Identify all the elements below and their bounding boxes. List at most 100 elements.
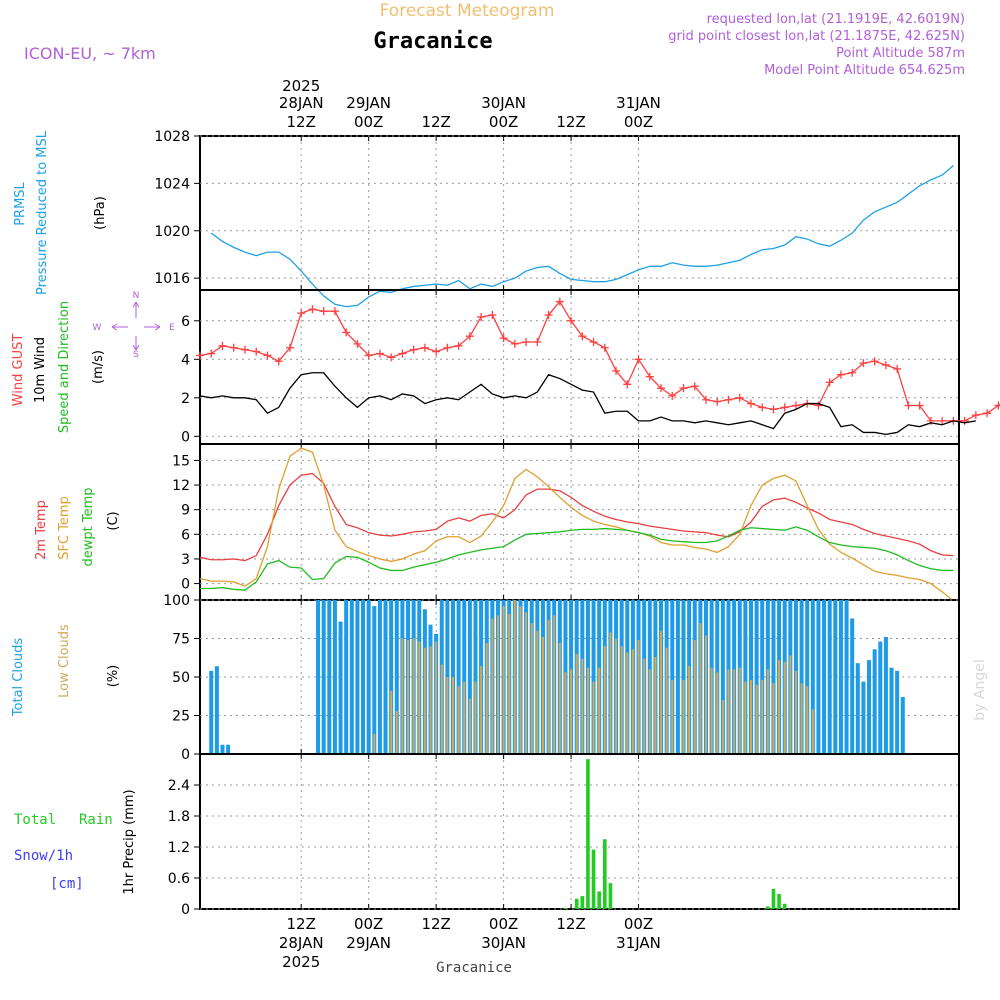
gust-marker	[240, 345, 249, 354]
gust-marker	[791, 401, 800, 410]
total-cloud-bar	[366, 600, 371, 754]
rain-bar	[563, 907, 568, 909]
label-celsius: (C)	[106, 511, 121, 530]
low-cloud-bar	[620, 646, 623, 754]
temperature-ytick-label: 15	[172, 453, 190, 469]
total-cloud-bar	[889, 667, 894, 754]
pressure-labels: PRMSL Pressure Reduced to MSL (hPa)	[13, 130, 108, 295]
gust-marker	[297, 309, 306, 318]
gust-marker	[713, 397, 722, 406]
total-cloud-bar	[361, 600, 366, 754]
total-cloud-bar	[332, 600, 337, 754]
gust-marker	[308, 305, 317, 314]
top-time-label: 00Z	[354, 113, 383, 131]
rain-bar	[782, 903, 787, 909]
total-cloud-bar	[394, 600, 399, 754]
low-cloud-bar	[558, 643, 561, 754]
gust-marker	[994, 401, 1000, 410]
clouds-ytick-label: 75	[172, 632, 190, 648]
bottom-time-label: 12Z	[421, 915, 450, 933]
total-cloud-bar	[681, 600, 686, 754]
panel-temperature: 0 3 6 9 12 15	[172, 443, 960, 602]
low-cloud-bar	[778, 660, 781, 754]
gust-marker	[926, 416, 935, 425]
pressure-ytick-label: 1020	[154, 224, 190, 240]
gust-marker	[668, 391, 677, 400]
rain-bar	[574, 898, 579, 909]
low-cloud-bar	[570, 669, 573, 754]
gust-marker	[263, 351, 272, 360]
low-cloud-bar	[727, 669, 730, 754]
low-cloud-bar	[772, 683, 775, 754]
total-cloud-bar	[872, 649, 877, 754]
low-cloud-bar	[794, 670, 797, 754]
bottom-time-label: 00Z	[624, 915, 653, 933]
low-cloud-bar	[615, 638, 618, 754]
gust-marker	[983, 409, 992, 418]
gust-marker	[589, 337, 598, 346]
gust-marker	[218, 341, 227, 350]
total-cloud-bar	[670, 600, 675, 754]
bottom-time-label: 00Z	[354, 915, 383, 933]
low-cloud-bar	[457, 686, 460, 754]
low-cloud-bar	[800, 683, 803, 754]
temperature-frame	[199, 443, 960, 601]
low-cloud-bar	[491, 618, 494, 754]
compass-e: E	[169, 323, 175, 333]
low-cloud-bar	[418, 641, 421, 754]
temperature-ytick-label: 9	[181, 503, 190, 519]
top-time-label: 00Z	[624, 113, 653, 131]
total-cloud-bar	[883, 636, 888, 754]
low-cloud-bar	[744, 681, 747, 754]
low-cloud-bar	[671, 680, 674, 754]
label-ms: (m/s)	[91, 350, 106, 384]
wind-ytick-label: 0	[181, 429, 190, 445]
gust-marker	[420, 343, 429, 352]
gust-marker	[769, 405, 778, 414]
low-cloud-bar	[586, 667, 589, 754]
wind-frame	[199, 289, 960, 445]
total-cloud-bar	[720, 600, 725, 754]
gust-marker	[758, 403, 767, 412]
total-cloud-bar	[833, 600, 838, 754]
low-cloud-bar	[766, 669, 769, 754]
low-cloud-bar	[536, 630, 539, 754]
rain-bar	[602, 839, 607, 909]
label-low-clouds: Low Clouds	[57, 624, 72, 698]
low-cloud-bar	[423, 647, 426, 754]
gust-marker	[645, 372, 654, 381]
super-title: Forecast Meteogram	[380, 1, 555, 21]
low-cloud-bar	[519, 606, 522, 754]
total-cloud-bar	[799, 600, 804, 754]
panel-wind: 0 2 4 6	[181, 289, 1000, 445]
gust-marker	[612, 366, 621, 375]
low-cloud-bar	[480, 666, 483, 754]
wind-ytick-label: 4	[181, 352, 190, 368]
cloud-labels: Total Clouds Low Clouds (%)	[11, 624, 121, 717]
gust-marker	[780, 403, 789, 412]
gust-marker	[229, 343, 238, 352]
label-speed-direction: Speed and Direction	[57, 301, 72, 433]
low-cloud-bar	[530, 623, 533, 754]
label-2m-temp: 2m Temp	[34, 500, 49, 560]
gust-marker	[499, 334, 508, 343]
wind-ytick-label: 6	[181, 314, 190, 330]
total-cloud-bar	[383, 600, 388, 754]
watermark: by Angel	[972, 659, 988, 720]
compass-n: N	[133, 291, 140, 301]
low-cloud-bar	[502, 606, 505, 754]
rain-bar	[608, 883, 613, 909]
gust-marker	[409, 345, 418, 354]
low-cloud-bar	[395, 710, 398, 754]
compass-w: W	[93, 323, 102, 333]
model-label: ICON-EU, ~ 7km	[24, 44, 156, 63]
low-cloud-bar	[693, 640, 696, 754]
pressure-ytick-label: 1028	[154, 129, 190, 145]
total-cloud-bar	[771, 600, 776, 754]
low-cloud-bar	[446, 677, 449, 754]
low-cloud-bar	[688, 666, 691, 754]
total-cloud-bar	[760, 600, 765, 754]
wind-ytick-label: 2	[181, 391, 190, 407]
sfc-temp-line	[199, 447, 954, 602]
top-time-label: 12Z	[421, 113, 450, 131]
